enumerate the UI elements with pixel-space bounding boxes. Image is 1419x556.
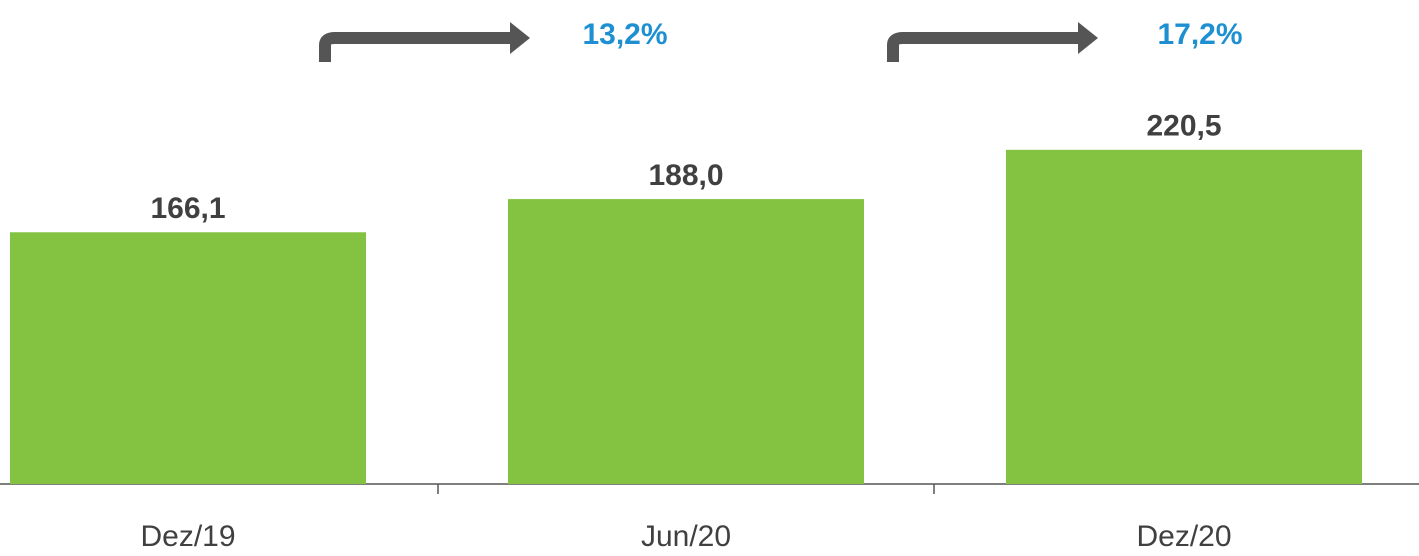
bar	[1006, 149, 1362, 484]
value-label: 220,5	[1146, 110, 1221, 143]
value-label: 166,1	[150, 192, 225, 225]
bar	[10, 232, 366, 484]
x-tick-label: Jun/20	[641, 520, 731, 553]
growth-label: 17,2%	[1157, 18, 1242, 51]
x-tick-label: Dez/20	[1136, 520, 1231, 553]
arrow-head	[510, 22, 530, 54]
x-tick-label: Dez/19	[140, 520, 235, 553]
value-label: 188,0	[648, 159, 723, 192]
arrow-head	[1078, 22, 1098, 54]
growth-label: 13,2%	[582, 18, 667, 51]
arrow	[319, 32, 512, 62]
arrow	[887, 32, 1080, 62]
bar	[508, 199, 864, 484]
